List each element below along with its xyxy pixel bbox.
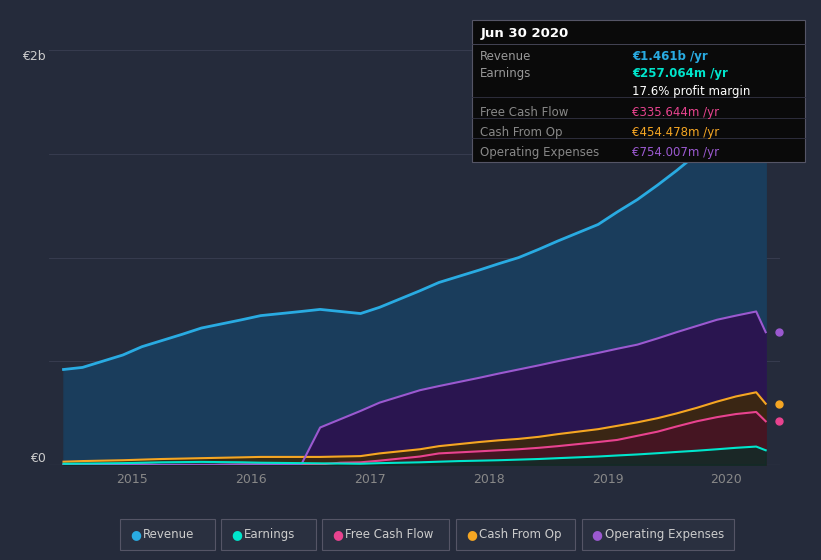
- Text: Earnings: Earnings: [480, 67, 532, 81]
- Text: Cash From Op: Cash From Op: [480, 125, 562, 139]
- Text: ●: ●: [232, 528, 242, 542]
- Text: €754.007m /yr: €754.007m /yr: [632, 146, 719, 159]
- Text: Earnings: Earnings: [245, 528, 296, 542]
- Text: Cash From Op: Cash From Op: [479, 528, 562, 542]
- Text: Free Cash Flow: Free Cash Flow: [480, 105, 569, 119]
- Text: €454.478m /yr: €454.478m /yr: [632, 125, 719, 139]
- Text: €257.064m /yr: €257.064m /yr: [632, 67, 728, 81]
- Text: 17.6% profit margin: 17.6% profit margin: [632, 85, 750, 99]
- Text: Jun 30 2020: Jun 30 2020: [480, 27, 568, 40]
- Text: €335.644m /yr: €335.644m /yr: [632, 105, 719, 119]
- Text: ●: ●: [466, 528, 477, 542]
- Text: €2b: €2b: [22, 50, 46, 63]
- Text: Revenue: Revenue: [143, 528, 195, 542]
- Text: Revenue: Revenue: [480, 49, 532, 63]
- Text: Operating Expenses: Operating Expenses: [480, 146, 599, 159]
- Text: Free Cash Flow: Free Cash Flow: [346, 528, 433, 542]
- Text: ●: ●: [332, 528, 343, 542]
- Text: €0: €0: [30, 452, 46, 465]
- Text: ●: ●: [131, 528, 141, 542]
- Text: €1.461b /yr: €1.461b /yr: [632, 49, 708, 63]
- Text: Operating Expenses: Operating Expenses: [605, 528, 724, 542]
- Text: ●: ●: [591, 528, 603, 542]
